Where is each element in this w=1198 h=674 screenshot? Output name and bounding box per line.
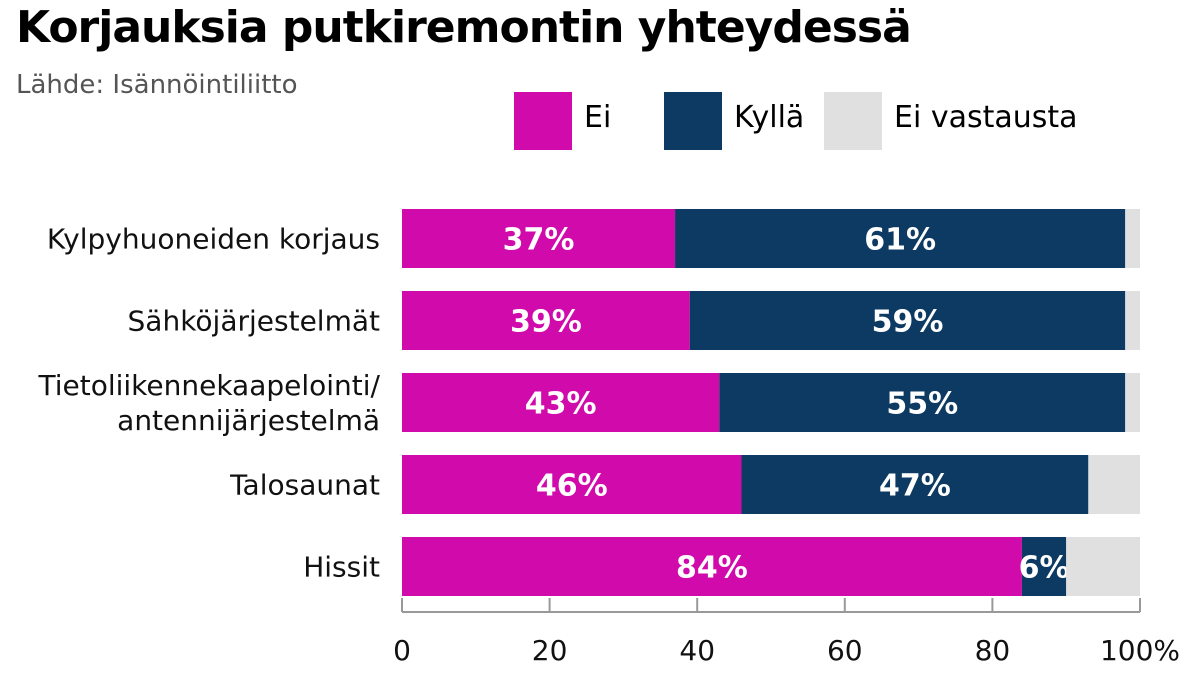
bar-2-1 [719,373,1126,432]
category-label-2-1: antennijärjestelmä [117,404,380,437]
category-label-0: Kylpyhuoneiden korjaus [47,223,380,256]
bar-2-0 [402,373,720,432]
x-tick-label-0: 0 [393,634,411,667]
x-tick-label-2: 40 [679,634,715,667]
data-label-4-1: 6% [1019,551,1070,586]
legend-label-ei: Ei [584,100,612,135]
category-label-4: Hissit [303,551,380,584]
legend-label-ei-vastausta: Ei vastausta [894,100,1078,135]
chart-source: Lähde: Isännöintiliitto [16,70,298,100]
bar-3-0 [402,455,742,514]
data-label-4-0: 84% [676,551,748,586]
bar-4-0 [402,537,1022,596]
bar-0-0 [402,209,676,268]
bar-0-1 [675,209,1126,268]
bar-3-1 [741,455,1089,514]
data-label-2-0: 43% [525,387,597,422]
x-tick-label-3: 60 [827,634,863,667]
bar-1-2 [1125,291,1140,350]
bar-1-0 [402,291,690,350]
bar-4-2 [1066,537,1140,596]
x-tick-label-5: 100% [1100,634,1180,667]
x-tick-label-4: 80 [975,634,1011,667]
data-label-3-1: 47% [879,469,951,504]
data-label-1-0: 39% [510,305,582,340]
category-label-2-0: Tietoliikennekaapelointi/ [37,369,380,402]
data-label-1-1: 59% [872,305,944,340]
category-label-1: Sähköjärjestelmät [128,305,380,338]
legend-swatch-ei-vastausta [824,92,882,150]
chart-title: Korjauksia putkiremontin yhteydessä [16,2,912,53]
bar-4-1 [1021,537,1067,596]
bar-0-2 [1125,209,1140,268]
data-label-0-1: 61% [864,223,936,258]
bar-2-2 [1125,373,1140,432]
data-label-2-1: 55% [886,387,958,422]
x-tick-label-1: 20 [532,634,568,667]
bar-1-1 [689,291,1126,350]
data-label-0-0: 37% [503,223,575,258]
chart-legend: Ei Kyllä Ei vastausta [0,92,1198,152]
legend-swatch-kylla [664,92,722,150]
data-label-3-0: 46% [536,469,608,504]
category-label-3: Talosaunat [229,469,380,502]
legend-label-kylla: Kyllä [734,100,805,135]
legend-swatch-ei [514,92,572,150]
bar-3-2 [1088,455,1140,514]
